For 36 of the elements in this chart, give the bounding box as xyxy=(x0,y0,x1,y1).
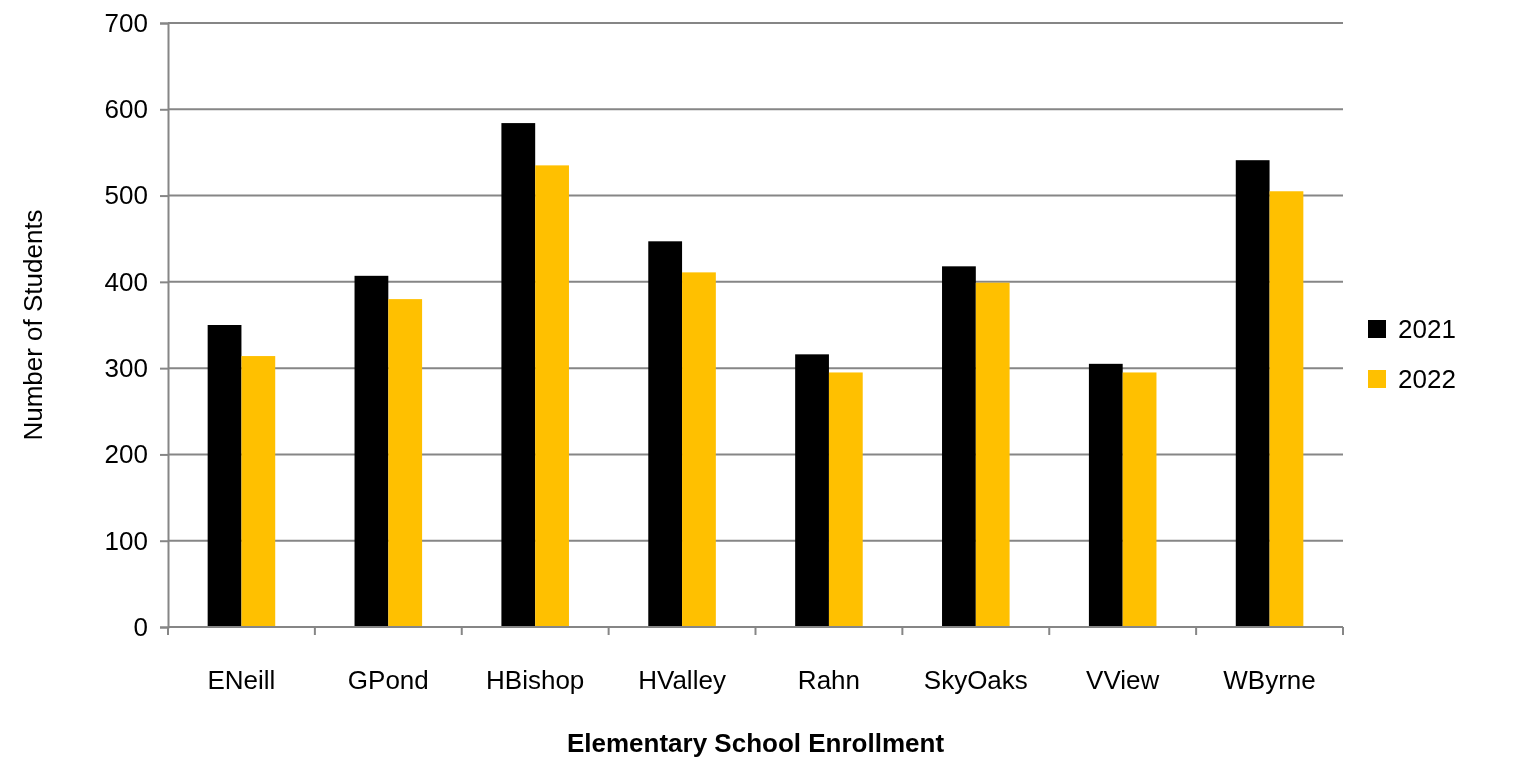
y-tick-label: 0 xyxy=(133,611,148,642)
bar xyxy=(1088,363,1123,627)
y-tick-label: 200 xyxy=(104,439,148,470)
y-tick-label: 600 xyxy=(104,94,148,125)
legend-label: 2021 xyxy=(1398,314,1456,344)
legend-label: 2022 xyxy=(1398,364,1456,394)
bar xyxy=(975,282,1010,627)
x-tick-label: WByrne xyxy=(1223,665,1316,695)
x-tick-label: GPond xyxy=(347,665,429,695)
bar xyxy=(682,272,716,627)
x-tick-label: HValley xyxy=(638,665,726,695)
x-axis-title: Elementary School Enrollment xyxy=(566,728,945,758)
bar xyxy=(1122,372,1157,627)
bar xyxy=(354,275,389,627)
bar xyxy=(828,372,863,627)
bar xyxy=(795,354,829,627)
bar xyxy=(942,266,976,627)
x-tick-label: VView xyxy=(1086,665,1160,695)
x-tick-label: SkyOaks xyxy=(923,665,1028,695)
x-tick-label: HBishop xyxy=(486,665,585,695)
bar xyxy=(241,356,276,627)
y-tick-label: 400 xyxy=(104,266,148,297)
y-tick-label: 300 xyxy=(104,352,148,383)
y-tick-label: 100 xyxy=(104,525,148,556)
bar xyxy=(501,123,536,627)
bar xyxy=(535,165,569,627)
bar xyxy=(207,325,242,627)
y-tick-label: 700 xyxy=(104,7,148,38)
bar xyxy=(648,241,683,627)
x-tick-label: Rahn xyxy=(797,665,861,695)
y-axis-title: Number of Students xyxy=(18,209,48,441)
y-tick-label: 500 xyxy=(104,180,148,211)
bar xyxy=(1235,160,1270,627)
bar xyxy=(1269,191,1304,627)
x-tick-label: ENeill xyxy=(207,665,276,695)
bar xyxy=(388,299,423,627)
